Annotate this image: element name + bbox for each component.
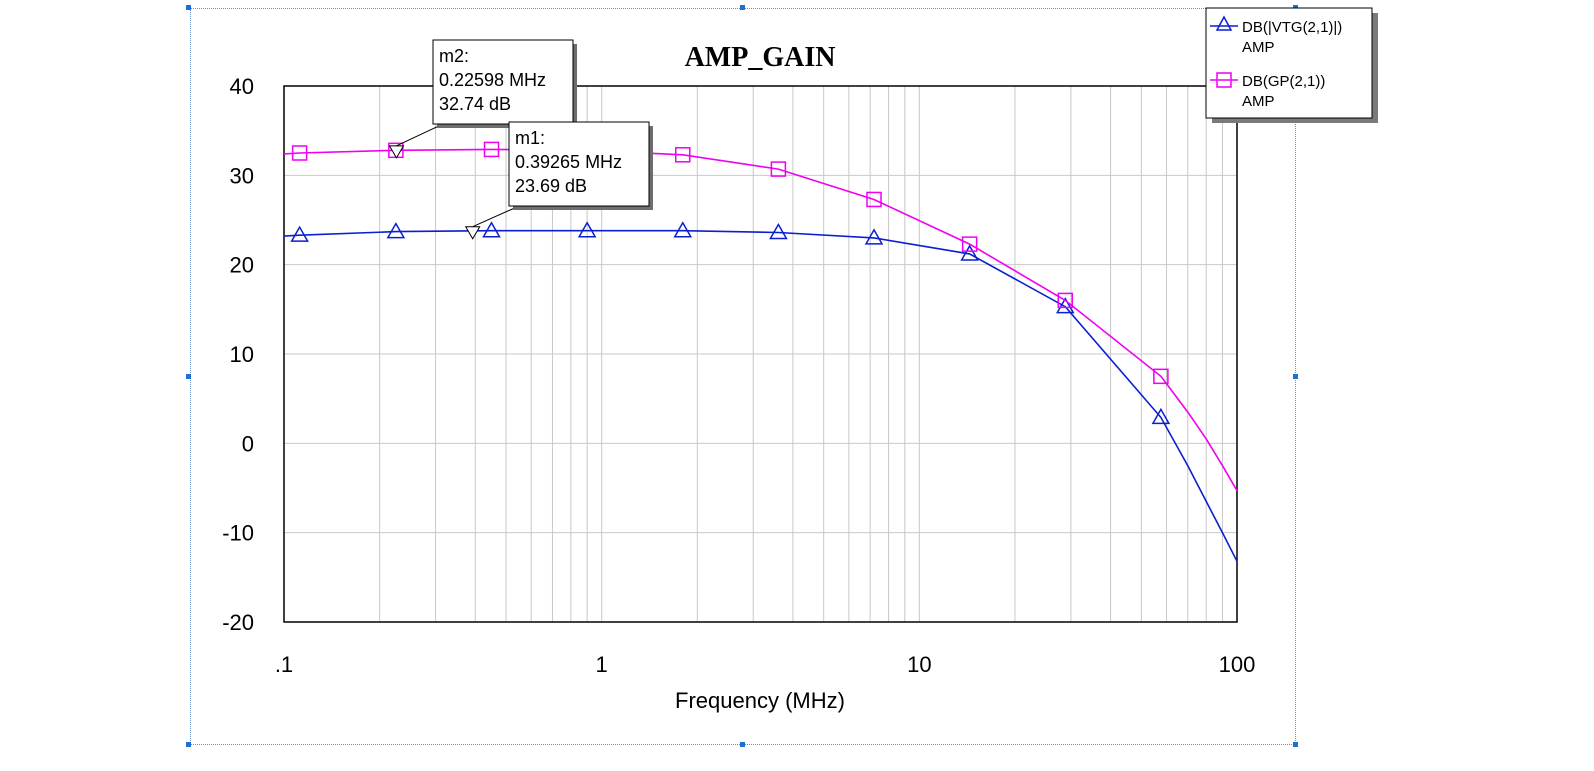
y-tick-label: 40 — [230, 74, 254, 99]
y-tick-label: 10 — [230, 342, 254, 367]
resize-handle-right[interactable] — [1293, 374, 1298, 379]
chart-title: AMP_GAIN — [685, 42, 836, 73]
data-point-triangle — [386, 222, 406, 239]
data-point-triangle — [769, 222, 788, 240]
legend-label-vtg: DB(|VTG(2,1)|) — [1242, 19, 1342, 36]
marker-text: m1: — [515, 128, 545, 148]
marker-box — [508, 121, 650, 207]
data-point-triangle — [960, 244, 979, 261]
x-tick-label: 1 — [596, 652, 608, 677]
marker-leader-line — [472, 205, 520, 228]
series-line-0 — [283, 229, 1238, 562]
resize-handle-left[interactable] — [186, 374, 191, 379]
x-axis-label: Frequency (MHz) — [675, 688, 845, 713]
data-point-triangle — [290, 225, 309, 242]
y-tick-label: 20 — [230, 253, 254, 278]
y-tick-label: 0 — [242, 431, 254, 456]
series-line-1 — [283, 148, 1238, 492]
data-point-triangle — [673, 221, 693, 238]
resize-handle-bottom[interactable] — [740, 742, 745, 747]
data-point-triangle — [1151, 407, 1171, 425]
x-axis-ticks: .1 1 10 100 — [275, 652, 1256, 677]
resize-handle-top[interactable] — [740, 5, 745, 10]
x-tick-label: .1 — [275, 652, 293, 677]
data-point-square — [675, 147, 691, 163]
marker-text: 32.74 dB — [439, 94, 511, 114]
marker-box — [432, 39, 574, 125]
plot-border — [283, 85, 1238, 623]
data-point-triangle — [1055, 297, 1075, 314]
marker-text: 0.22598 MHz — [439, 70, 546, 90]
x-tick-label: 10 — [907, 652, 931, 677]
series-layer — [283, 141, 1238, 562]
resize-handle-bottom-right[interactable] — [1293, 742, 1298, 747]
legend-sub-vtg: AMP — [1242, 39, 1275, 56]
data-point-square — [483, 141, 500, 158]
data-point-square — [770, 161, 787, 177]
marker-leader-line — [396, 123, 444, 147]
data-point-square — [1057, 292, 1074, 309]
y-tick-label: -20 — [222, 610, 254, 635]
data-point-triangle — [482, 221, 501, 238]
legend-sub-gp: AMP — [1242, 93, 1275, 110]
resize-handle-top-left[interactable] — [186, 5, 191, 10]
marker-text: 23.69 dB — [515, 176, 587, 196]
y-tick-label: 30 — [230, 163, 254, 188]
data-point-square — [1153, 368, 1169, 385]
data-point-square — [866, 191, 882, 208]
resize-handle-bottom-left[interactable] — [186, 742, 191, 747]
data-point-square — [961, 236, 978, 252]
y-axis-ticks: 40 30 20 10 0 -10 -20 — [222, 74, 254, 635]
data-point-triangle — [577, 221, 597, 238]
data-point-triangle — [864, 228, 884, 245]
x-tick-label: 100 — [1219, 652, 1256, 677]
y-tick-label: -10 — [222, 521, 254, 546]
marker-text: m2: — [439, 46, 469, 66]
marker-text: 0.39265 MHz — [515, 152, 622, 172]
triangle-marker-icon — [1215, 15, 1233, 31]
marker-annotation-m2[interactable]: m2: 0.22598 MHz 32.74 dB — [388, 39, 577, 159]
legend[interactable]: DB(|VTG(2,1)|) AMP DB(GP(2,1)) AMP — [1205, 7, 1378, 123]
legend-entry-gp[interactable]: DB(GP(2,1)) AMP — [1210, 72, 1325, 110]
data-point-square — [291, 145, 308, 161]
legend-label-gp: DB(GP(2,1)) — [1242, 73, 1325, 90]
legend-entry-vtg[interactable]: DB(|VTG(2,1)|) AMP — [1210, 15, 1342, 56]
marker-annotation-m1[interactable]: m1: 0.39265 MHz 23.69 dB — [464, 121, 653, 240]
square-marker-icon — [1216, 72, 1232, 88]
